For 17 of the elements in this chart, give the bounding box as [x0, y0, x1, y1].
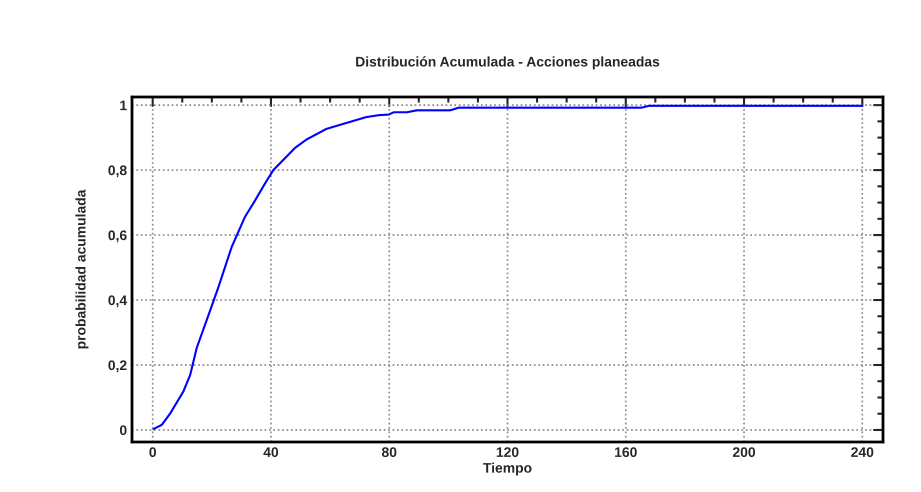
x-tick-label: 240	[851, 447, 874, 458]
x-tick-label: 120	[496, 447, 519, 458]
x-tick-label: 200	[732, 447, 756, 458]
chart-title: Distribución Acumulada - Acciones planeadas	[356, 56, 660, 70]
y-tick-label: 0,2	[108, 360, 127, 372]
x-axis-title: Tiempo	[483, 462, 532, 476]
y-tick-label: 0,8	[108, 165, 127, 178]
x-tick-label: 160	[615, 447, 637, 458]
y-tick-label: 0,4	[108, 295, 128, 308]
x-tick-label: 0	[149, 447, 156, 458]
y-axis-title: probabilidad acumulada	[75, 190, 88, 348]
y-tick-label: 0,6	[108, 230, 127, 242]
y-tick-label: 1	[120, 100, 127, 110]
y-tick-label: 0	[120, 425, 127, 436]
x-tick-label: 40	[263, 447, 278, 458]
x-tick-label: 80	[382, 447, 396, 458]
line-series	[152, 104, 864, 430]
